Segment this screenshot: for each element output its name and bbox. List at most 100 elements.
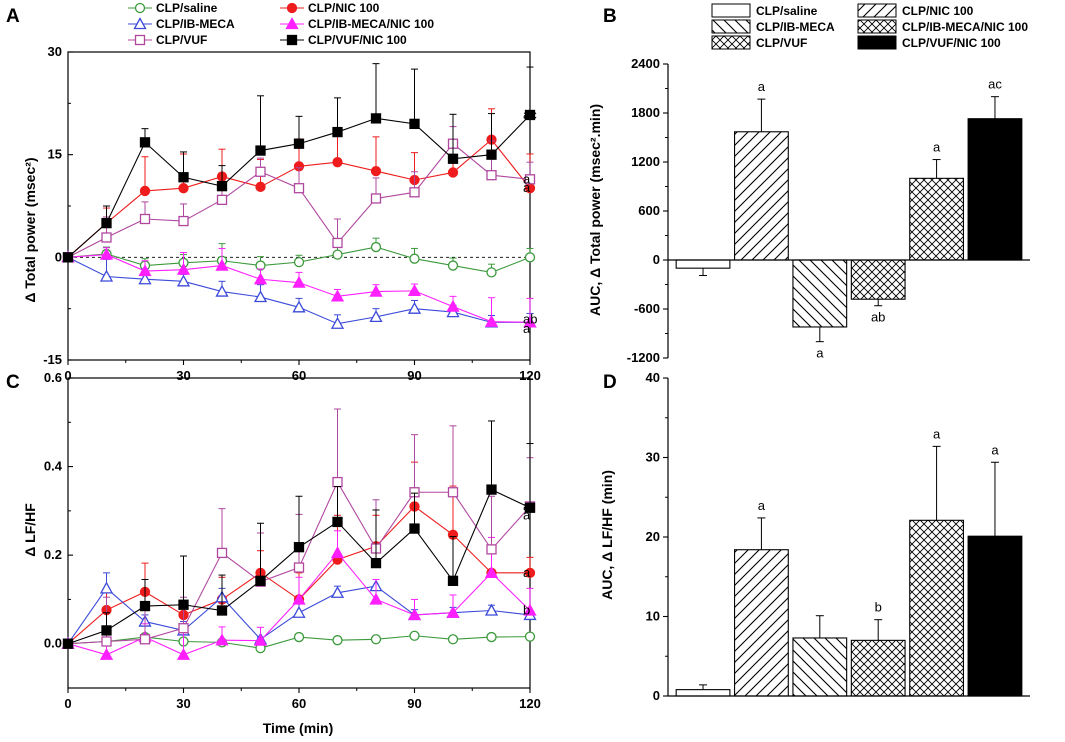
data-point (524, 252, 536, 263)
data-point (523, 315, 537, 328)
data-point (332, 476, 343, 488)
panel-d-ytick-label: 40 (646, 370, 660, 385)
data-point (409, 187, 420, 198)
data-point (139, 185, 151, 197)
panel-c-annotation: b (523, 603, 530, 618)
data-point (332, 249, 343, 260)
data-point (178, 623, 189, 634)
panel-d-ytick-label: 30 (646, 450, 660, 465)
data-point (293, 562, 305, 573)
bar-significance-label: a (816, 346, 824, 361)
data-point (407, 608, 422, 621)
data-point (292, 605, 306, 618)
data-point (332, 157, 343, 168)
bar (792, 259, 848, 328)
panel-c-series-clp-vuf-nic-100 (62, 420, 536, 649)
data-point (215, 284, 229, 297)
data-point (447, 167, 459, 178)
panel-c-ylabel: Δ LF/HF (22, 503, 38, 557)
legend-label: CLP/VUF (156, 33, 207, 47)
bar (734, 131, 789, 261)
data-point (215, 258, 229, 271)
data-point (370, 113, 382, 124)
panel-b-ytick-label: 1200 (631, 154, 660, 169)
panel-c-xlabel: Time (min) (263, 720, 334, 736)
bar (967, 118, 1023, 261)
panel-d-bar-clp-ib-meca (792, 615, 848, 697)
bar (909, 177, 964, 261)
data-point (176, 262, 191, 275)
panel-a-xtick-label: 90 (407, 368, 421, 383)
legend-item-clp-vuf: CLP/VUF (128, 33, 207, 47)
data-point (99, 247, 114, 260)
data-point (409, 118, 420, 130)
data-point (484, 314, 499, 327)
data-point (447, 153, 459, 164)
legend-swatch (857, 3, 897, 18)
legend-swatch (711, 19, 751, 34)
bar (850, 259, 906, 300)
legend-item-clp-ib-meca-nic-100: CLP/IB-MECA/NIC 100 (280, 17, 434, 31)
legend-item-clp-vuf-nic-100: CLP/VUF/NIC 100 (857, 35, 1001, 50)
data-point (330, 585, 345, 598)
panel-a-xtick-label: 0 (64, 368, 71, 383)
panel-a-xtick-label: 120 (519, 368, 541, 383)
panel-c-ytick-label: 0.6 (44, 370, 62, 385)
panel-d-bar-clp-saline (675, 684, 731, 697)
data-point (370, 557, 382, 569)
panel-b-ytick-label: -1200 (627, 350, 660, 365)
panel-label-d: D (603, 372, 617, 393)
bar-significance-label: b (875, 600, 882, 615)
panel-b-bar-clp-ib-meca: a (792, 259, 848, 361)
panel-a-xtick-label: 30 (176, 368, 190, 383)
legend-label: CLP/VUF/NIC 100 (902, 36, 1001, 50)
data-point (101, 625, 112, 636)
data-point (139, 213, 151, 225)
panel-b-ytick-label: 1800 (631, 105, 660, 120)
panel-a-annotation: ab (523, 312, 537, 327)
data-point (330, 546, 345, 559)
data-point (447, 487, 459, 498)
data-point (293, 138, 305, 149)
bar-significance-label: a (758, 79, 766, 94)
legend-label: CLP/VUF/NIC 100 (308, 33, 407, 47)
panel-b-ylabel: AUC, Δ Total power (msec².min) (587, 104, 603, 316)
legend-label: CLP/saline (756, 4, 818, 18)
panel-d-bar-clp-vuf: a (909, 426, 964, 697)
data-point (524, 109, 536, 121)
panel-d-bar-clp-ib-meca-nic-100: b (850, 600, 906, 697)
panel-d-ytick-label: 0 (653, 688, 660, 703)
legend-marker (134, 2, 146, 14)
data-point (176, 647, 191, 660)
panel-a-ylabel: Δ Total power (msec²) (22, 157, 38, 302)
data-point (292, 592, 306, 605)
bar-significance-label: a (933, 140, 941, 155)
data-point (138, 264, 152, 277)
data-point (332, 635, 343, 646)
legend-label: CLP/NIC 100 (308, 1, 380, 15)
data-point (486, 149, 497, 160)
data-point (255, 145, 266, 156)
panel-b-bar-clp-saline (675, 259, 731, 277)
data-point (101, 217, 112, 229)
panel-b-bar-clp-vuf: a (909, 140, 964, 261)
legend-label: CLP/IB-MECA (756, 20, 835, 34)
panel-c-xtick-label: 0 (64, 696, 71, 711)
data-point (447, 260, 459, 271)
bar (675, 689, 731, 697)
data-point (409, 523, 420, 534)
data-point (62, 252, 74, 263)
data-point (369, 284, 383, 297)
data-point (486, 484, 497, 495)
data-point (486, 267, 497, 278)
panel-a-xtick-label: 60 (292, 368, 306, 383)
legend-item-clp-vuf: CLP/VUF (711, 35, 807, 50)
data-point (99, 647, 114, 660)
data-point (524, 631, 536, 642)
bar-significance-label: ac (988, 77, 1002, 92)
data-point (139, 634, 151, 645)
legend-label: CLP/IB-MECA (156, 17, 235, 31)
data-point (139, 137, 151, 148)
panel-a-ytick-label: -15 (43, 352, 62, 367)
